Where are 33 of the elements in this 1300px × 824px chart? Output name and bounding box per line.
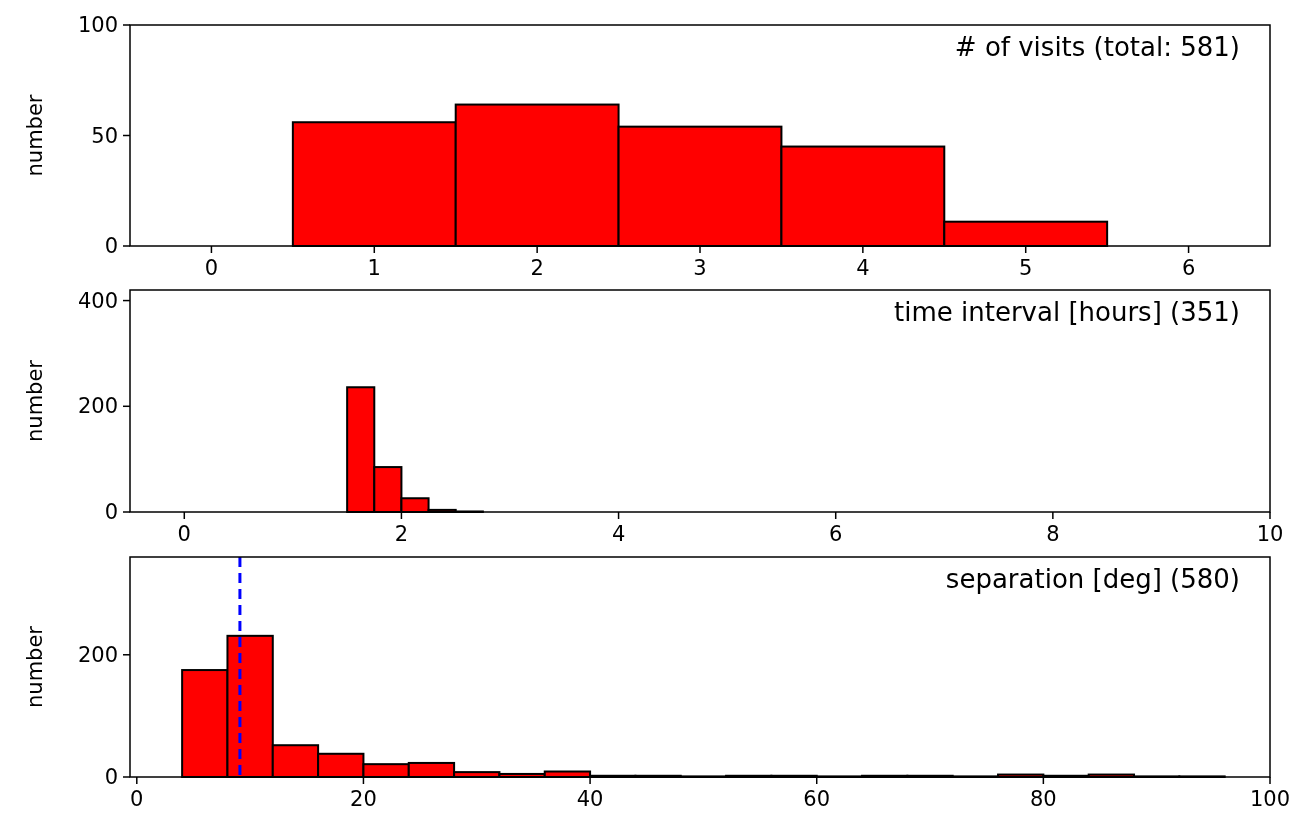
x-tick-label: 4 — [611, 522, 626, 546]
y-tick-label: 0 — [104, 765, 118, 789]
y-axis-title: number — [23, 94, 47, 177]
x-tick-label: 100 — [1249, 787, 1291, 811]
chart-title: time interval [hours] (351) — [894, 297, 1240, 327]
y-tick-label: 200 — [77, 642, 118, 667]
chart-title: # of visits (total: 581) — [954, 32, 1240, 62]
y-axis-title: number — [23, 359, 47, 442]
x-tick-label: 40 — [576, 787, 604, 811]
chart-title: separation [deg] (580) — [945, 564, 1240, 594]
x-tick-label: 8 — [1046, 522, 1060, 546]
x-tick-label: 60 — [803, 787, 831, 811]
x-tick-label: 20 — [350, 787, 377, 811]
x-tick-label: 6 — [1181, 256, 1196, 280]
y-tick-label: 400 — [77, 288, 118, 313]
x-tick-label: 0 — [204, 256, 219, 280]
y-tick-label: 0 — [104, 234, 118, 258]
y-tick-label: 0 — [104, 500, 118, 524]
x-tick-label: 10 — [1256, 522, 1284, 546]
x-tick-label: 2 — [530, 256, 544, 280]
x-tick-label: 0 — [130, 787, 144, 811]
y-tick-label: 50 — [91, 123, 118, 148]
y-tick-label: 200 — [77, 394, 118, 419]
x-tick-label: 3 — [693, 256, 707, 280]
x-tick-label: 6 — [829, 522, 843, 546]
x-tick-label: 2 — [394, 522, 409, 546]
x-tick-label: 1 — [367, 256, 381, 280]
x-tick-label: 0 — [177, 522, 191, 546]
y-axis-title: number — [23, 625, 47, 708]
y-tick-label: 100 — [77, 13, 118, 37]
x-tick-label: 5 — [1019, 256, 1033, 280]
x-tick-label: 4 — [856, 256, 870, 280]
x-tick-label: 80 — [1029, 787, 1057, 811]
